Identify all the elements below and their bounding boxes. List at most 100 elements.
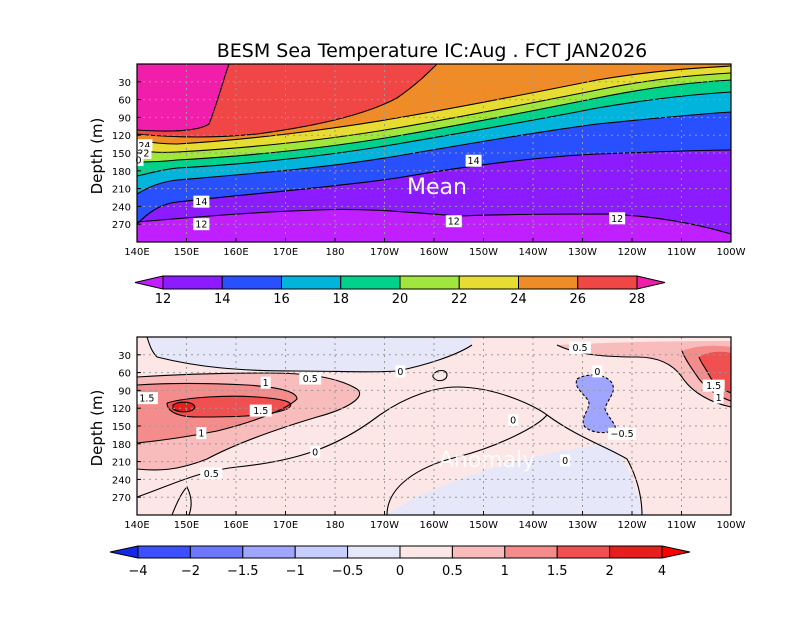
y-tick-label: 210 [112,185,131,196]
mean-contour-26 [136,63,438,138]
colorbar-label: 1.5 [547,564,568,579]
x-tick-label: 140E [124,520,149,531]
y-tick-label: 90 [118,113,131,124]
x-tick-label: 160E [223,520,248,531]
colorbar-segment [162,275,223,290]
x-tick-label: 170E [273,520,298,531]
y-tick-label: 30 [118,78,131,89]
anomaly-contour-0-small-circle [432,369,448,382]
contour-label-bg [196,427,207,440]
anomaly-contour-2-left [172,401,196,413]
x-tick-label: 150W [469,247,498,258]
contour-label: 0 [135,156,141,167]
mean-contour-28 [136,63,230,132]
colorbar-label: 4 [658,564,666,579]
colorbar-label: 18 [332,292,349,307]
colorbar-right-arrow [661,545,691,559]
mean-colorbar: 12 14 16 18 20 22 24 26 28 [134,275,666,307]
mean-contour-16 [136,111,732,195]
contour-label: 24 [138,141,150,152]
contour-label-bg [560,454,571,467]
contour-label-bg [569,341,592,354]
colorbar-segment [451,545,506,559]
anomaly-contour-0-upper [146,336,473,373]
colorbar-label: 26 [569,292,586,307]
colorbar-segment [399,545,453,559]
x-tick-label: 140W [519,247,548,258]
colorbar-label: 16 [273,292,290,307]
colorbar-segment [609,545,663,559]
mean-panel-label: Mean [407,175,467,200]
anomaly-contour-05-upper-right [556,344,732,408]
anomaly-contour-1-left [136,382,298,444]
colorbar-segment [347,545,401,559]
contour-label-bg [249,404,272,417]
x-tick-label: 120W [618,520,647,531]
y-tick-label: 30 [118,351,131,362]
colorbar-label: 22 [451,292,468,307]
colorbar-segment [294,545,349,559]
colorbar-segment [137,545,191,559]
colorbar-label: 24 [510,292,527,307]
y-tick-label: 120 [112,404,131,415]
anomaly-y-axis-label: Depth (m) [88,390,106,467]
colorbar-label: −1.5 [227,564,259,579]
colorbar-segment [399,275,460,290]
x-tick-label: 160W [420,247,449,258]
contour-label: 1.5 [139,394,154,405]
contour-label-bg [193,218,210,231]
colorbar-label: −2 [181,564,200,579]
colorbar-label: 1 [501,564,509,579]
contour-label: 1 [263,378,269,389]
colorbar-right-arrow [636,275,666,290]
x-tick-label: 120W [618,247,647,258]
contour-label: −0.5 [611,429,634,440]
y-tick-label: 60 [118,369,131,380]
x-tick-label: 180 [325,247,344,258]
contour-label: 0.5 [572,343,587,354]
colorbar-label: 14 [214,292,231,307]
mean-contour-20 [136,79,732,163]
x-tick-label: 110W [667,520,696,531]
colorbar-label: −0.5 [332,564,364,579]
mean-axes: 140E 150E 160E 170E 180 170W 160W 150W 140W 130W 1… [112,78,746,258]
mean-y-axis-label: Depth (m) [88,118,106,195]
x-tick-label: 130W [568,520,597,531]
colorbar-segment [504,545,558,559]
y-tick-label: 60 [118,96,131,107]
contour-label: 0.5 [204,469,219,480]
y-tick-label: 180 [112,167,131,178]
x-tick-label: 100W [717,247,746,258]
anomaly-colorbar: −4 −2 −1.5 −1 −0.5 0 0.5 1 1.5 2 4 [109,545,691,579]
anomaly-band-neg-05 [576,374,616,433]
colorbar-label: 2 [605,564,613,579]
x-tick-label: 150E [174,247,199,258]
anomaly-contour-15-left [166,395,292,418]
x-tick-label: 160E [223,247,248,258]
x-tick-label: 170E [273,247,298,258]
x-tick-label: 100W [717,520,746,531]
anomaly-contour-neg-05 [575,374,616,434]
y-tick-label: 240 [112,202,131,213]
contour-label-bg [609,212,626,225]
colorbar-segment [458,275,519,290]
mean-contour-24 [136,65,732,145]
contour-label: 1 [716,393,722,404]
y-tick-label: 150 [112,422,131,433]
colorbar-label: 12 [155,292,172,307]
colorbar-segment [577,275,638,290]
contour-label-bg [200,467,223,480]
contour-label-bg [608,427,637,440]
x-tick-label: 140W [519,520,548,531]
anomaly-contour-05-left [136,372,360,471]
colorbar-label: 20 [392,292,409,307]
contour-label: 12 [448,217,460,228]
colorbar-segment [518,275,579,290]
contour-label-bg [713,391,724,404]
x-tick-label: 140E [124,247,149,258]
contour-label-bg [592,365,603,378]
